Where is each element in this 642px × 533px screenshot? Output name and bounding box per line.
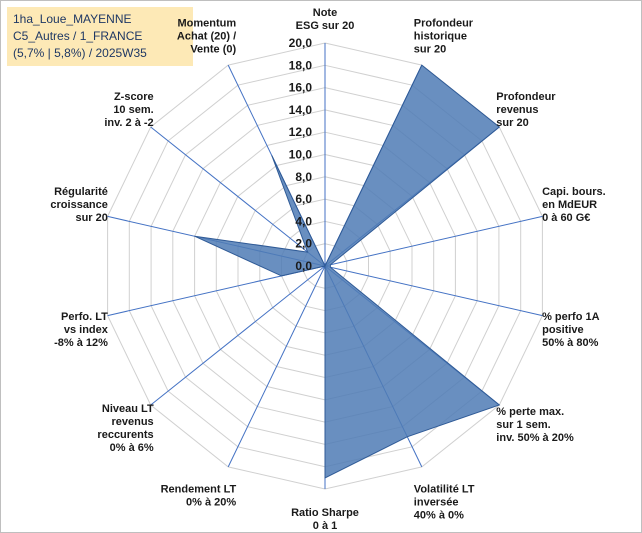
axis-label: Volatilité LT inversée 40% à 0% bbox=[414, 484, 475, 522]
axis-spoke bbox=[150, 265, 326, 406]
tick-label: 16,0 bbox=[289, 81, 313, 95]
axis-label: Z-score 10 sem. inv. 2 à -2 bbox=[104, 91, 153, 129]
axis-label: Note ESG sur 20 bbox=[296, 7, 355, 32]
axis-label: Régularité croissance sur 20 bbox=[50, 186, 107, 224]
tick-label: 10,0 bbox=[289, 148, 313, 162]
info-box: 1ha_Loue_MAYENNE C5_Autres / 1_FRANCE (5… bbox=[7, 7, 193, 66]
tick-label: 0,0 bbox=[295, 259, 312, 273]
tick-label: 18,0 bbox=[289, 58, 313, 72]
axis-label: Profondeur revenus sur 20 bbox=[496, 91, 556, 129]
tick-label: 8,0 bbox=[295, 170, 312, 184]
axis-label: % perfo 1A positive 50% à 80% bbox=[542, 311, 600, 349]
tick-label: 2,0 bbox=[295, 237, 312, 251]
axis-label: Rendement LT 0% à 20% bbox=[161, 484, 237, 509]
tick-label: 4,0 bbox=[295, 214, 312, 228]
tick-label: 6,0 bbox=[295, 192, 312, 206]
axis-label: Ratio Sharpe 0 à 1 bbox=[291, 507, 359, 532]
tick-label: 14,0 bbox=[289, 103, 313, 117]
axis-label: Niveau LT revenus reccurents 0% à 6% bbox=[97, 403, 154, 454]
axis-label: % perte max. sur 1 sem. inv. 50% à 20% bbox=[496, 406, 574, 444]
info-line-3: (5,7% | 5,8%) / 2025W35 bbox=[13, 46, 147, 60]
axis-label: Capi. bours. en MdEUR 0 à 60 G€ bbox=[542, 186, 606, 224]
axis-label: Profondeur historique sur 20 bbox=[414, 18, 474, 56]
axis-spoke bbox=[150, 126, 326, 267]
axis-spoke bbox=[324, 215, 543, 267]
info-line-1: 1ha_Loue_MAYENNE bbox=[13, 12, 132, 26]
axis-spoke bbox=[227, 265, 326, 468]
tick-label: 12,0 bbox=[289, 125, 313, 139]
axis-label: Momentum Achat (20) / Vente (0) bbox=[177, 18, 237, 56]
axis-spoke bbox=[324, 265, 543, 317]
tick-label: 20,0 bbox=[289, 36, 313, 50]
data-series-area bbox=[194, 64, 501, 479]
axis-label: Perfo. LT vs index -8% à 12% bbox=[54, 311, 109, 349]
info-line-2: C5_Autres / 1_FRANCE bbox=[13, 29, 143, 43]
